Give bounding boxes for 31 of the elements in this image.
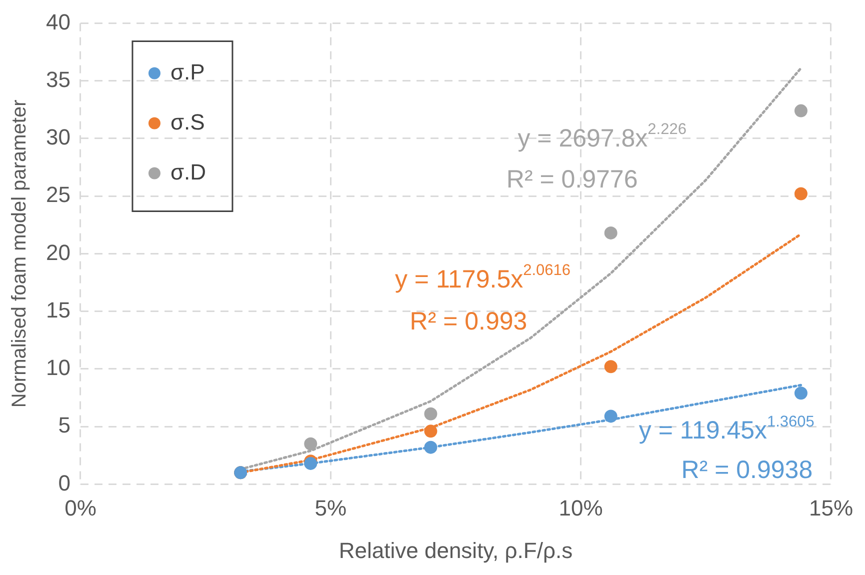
x-tick-label: 0% <box>64 495 96 520</box>
x-tick-label: 10% <box>558 495 603 520</box>
x-tick-label: 5% <box>314 495 347 520</box>
y-tick-label: 15 <box>46 297 70 322</box>
point <box>604 360 618 374</box>
point <box>424 424 438 438</box>
point <box>794 104 808 118</box>
point <box>424 440 438 454</box>
legend-label: σ.S <box>170 109 205 134</box>
point <box>794 187 808 200</box>
y-tick-label: 0 <box>58 470 70 496</box>
annotation: R² = 0.993 <box>410 308 528 336</box>
point <box>604 410 618 423</box>
y-tick-label: 35 <box>46 66 70 92</box>
point <box>304 437 318 450</box>
y-axis-title: Normalised foam model parameter <box>8 99 31 408</box>
x-axis-title: Relative density, ρ.F/ρ.s <box>338 538 573 563</box>
point <box>794 386 808 400</box>
legend-label: σ.D <box>170 159 206 184</box>
x-tick-label: 15% <box>808 495 854 520</box>
y-tick-label: 40 <box>46 9 70 34</box>
y-tick-label: 30 <box>46 124 70 150</box>
annotation: R² = 0.9776 <box>506 165 638 194</box>
point <box>424 407 438 420</box>
point <box>604 226 618 240</box>
annotation: R² = 0.9938 <box>681 456 813 484</box>
y-tick-label: 5 <box>58 412 70 438</box>
y-tick-label: 10 <box>46 355 70 380</box>
y-tick-label: 25 <box>46 182 70 208</box>
legend-label: σ.P <box>170 59 205 84</box>
y-tick-label: 20 <box>46 240 70 265</box>
